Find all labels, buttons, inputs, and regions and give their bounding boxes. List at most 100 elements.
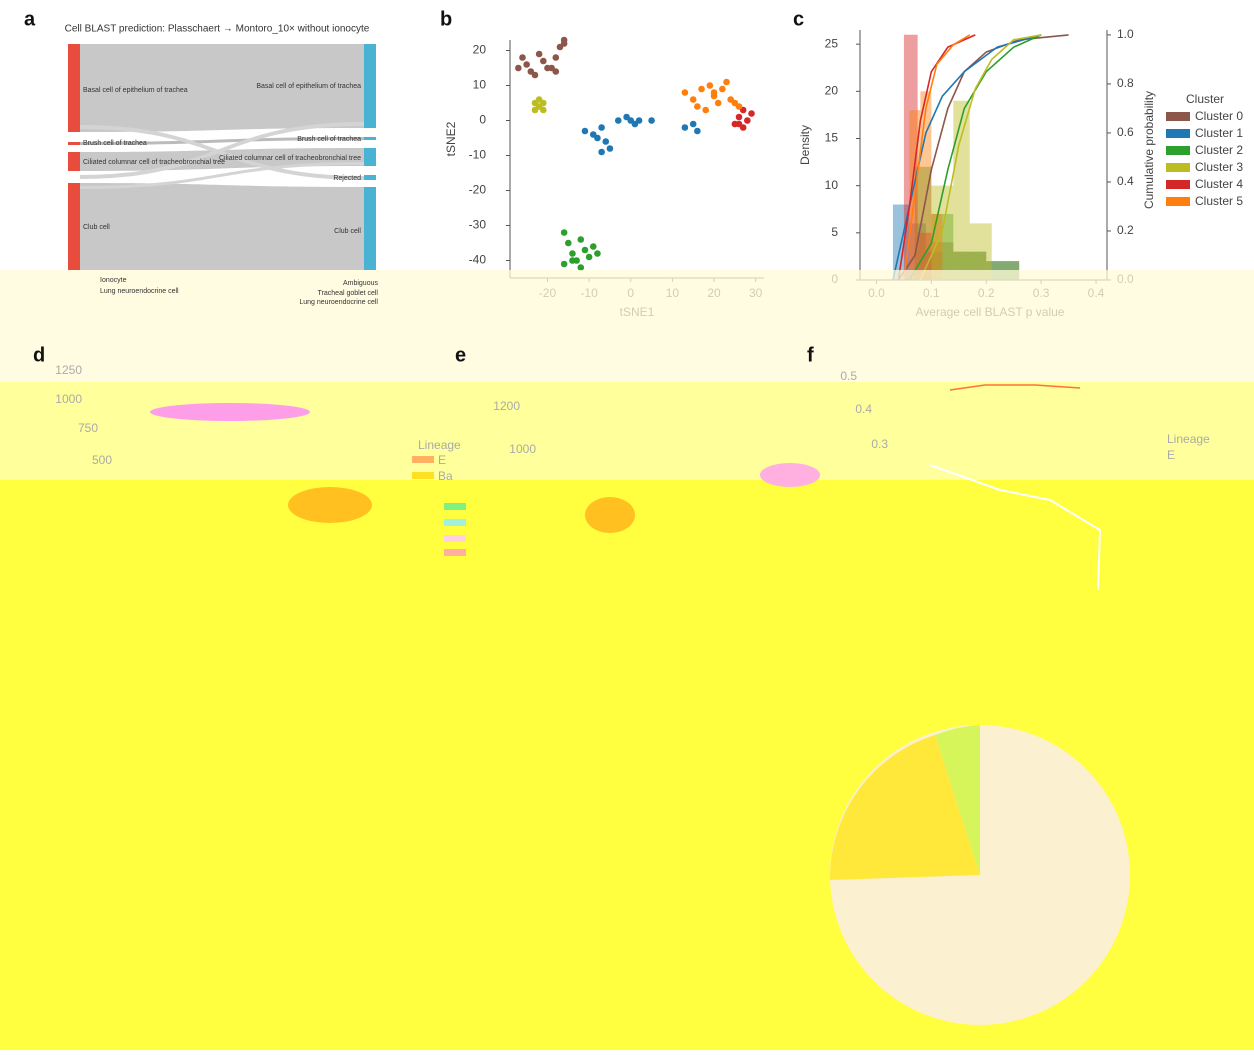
y-tick-label: 10 bbox=[825, 178, 839, 192]
panel-label: f bbox=[807, 344, 814, 366]
node bbox=[68, 142, 80, 145]
hist-bar bbox=[931, 213, 954, 280]
point bbox=[552, 68, 560, 75]
node bbox=[68, 44, 80, 132]
y-axis-label: tSNE2 bbox=[444, 121, 458, 156]
node bbox=[364, 44, 376, 128]
y-tick-label: 20 bbox=[473, 43, 487, 57]
flow bbox=[80, 183, 364, 270]
panel-label: b bbox=[440, 8, 452, 30]
y-tick-label: 750 bbox=[78, 421, 98, 435]
legend-entry: Ba bbox=[438, 469, 453, 483]
legend-swatch bbox=[1166, 197, 1190, 206]
point bbox=[552, 54, 560, 61]
sankey-title: Cell BLAST prediction: Plasschaert → Mon… bbox=[65, 24, 370, 35]
point bbox=[719, 85, 726, 93]
node-label: Ciliated columnar cell of tracheobronchi… bbox=[83, 159, 225, 166]
y-tick-label: 0 bbox=[479, 113, 486, 127]
point bbox=[560, 260, 568, 268]
y-tick-label: 0.3 bbox=[871, 437, 888, 451]
point bbox=[519, 54, 526, 61]
point bbox=[594, 250, 601, 257]
point bbox=[577, 264, 585, 271]
point bbox=[710, 89, 718, 96]
trace bbox=[929, 464, 1102, 591]
point bbox=[560, 40, 568, 47]
legend-swatch bbox=[444, 535, 466, 542]
node-label: Club cell bbox=[83, 224, 110, 231]
blob bbox=[288, 487, 372, 523]
node bbox=[364, 175, 376, 180]
legend-swatch bbox=[412, 472, 434, 479]
point bbox=[598, 148, 605, 156]
legend-entry: Lung neuroendocrine cell bbox=[299, 299, 378, 306]
point bbox=[594, 134, 601, 142]
panel-label: a bbox=[24, 8, 36, 30]
y-tick-label: 1200 bbox=[493, 399, 520, 413]
point bbox=[569, 257, 576, 264]
legend-entry: Ionocyte bbox=[100, 277, 127, 284]
cdf-line bbox=[919, 34, 1042, 281]
pie-shape bbox=[935, 725, 980, 875]
point bbox=[589, 243, 597, 250]
point bbox=[694, 127, 701, 135]
hist-bar bbox=[931, 213, 943, 280]
point bbox=[581, 127, 589, 135]
point bbox=[714, 99, 722, 107]
legend-entry: Cluster 2 bbox=[1195, 143, 1243, 157]
blob bbox=[150, 403, 310, 421]
legend-entry: E bbox=[1167, 448, 1175, 462]
y-tick-label: 500 bbox=[92, 453, 112, 467]
node-label: Basal cell of epithelium of trachea bbox=[256, 83, 361, 90]
y2-tick-label: 1.0 bbox=[1117, 27, 1134, 41]
point bbox=[681, 89, 689, 96]
sankey: Cell BLAST prediction: Plasschaert → Mon… bbox=[65, 24, 376, 270]
node bbox=[68, 152, 80, 171]
blob bbox=[760, 463, 820, 487]
cdf-line bbox=[908, 34, 1042, 281]
legend-swatch bbox=[444, 503, 466, 510]
point bbox=[577, 236, 585, 243]
y-axis-label: Density bbox=[798, 125, 812, 165]
legend-swatch bbox=[1166, 129, 1190, 138]
y-tick-label: -10 bbox=[469, 148, 487, 162]
node-label: Ciliated columnar cell of tracheobronchi… bbox=[219, 155, 361, 162]
y-tick-label: -30 bbox=[469, 218, 487, 232]
panel-label: e bbox=[455, 344, 466, 366]
legend-entry: Cluster 1 bbox=[1195, 126, 1243, 140]
hist-bar bbox=[953, 100, 970, 280]
blob bbox=[585, 497, 635, 533]
point bbox=[748, 110, 755, 117]
point bbox=[569, 250, 576, 257]
legend-entry: Cluster 5 bbox=[1195, 194, 1243, 208]
legend-title: Lineage bbox=[418, 438, 461, 452]
y-tick-label: 10 bbox=[473, 78, 487, 92]
point bbox=[698, 85, 705, 93]
point bbox=[585, 253, 593, 261]
y-tick-label: 20 bbox=[825, 83, 839, 97]
point bbox=[531, 71, 539, 79]
point bbox=[723, 78, 730, 86]
point bbox=[540, 106, 547, 114]
point bbox=[515, 64, 522, 72]
legend-swatch bbox=[1166, 180, 1190, 189]
legend-entry: E bbox=[438, 453, 446, 467]
node bbox=[364, 148, 376, 166]
legend-swatch bbox=[1166, 163, 1190, 172]
point bbox=[581, 246, 589, 254]
node-label: Rejected bbox=[333, 175, 361, 182]
overlay bbox=[0, 270, 1254, 382]
point bbox=[689, 96, 697, 103]
point bbox=[648, 117, 655, 124]
point bbox=[602, 138, 610, 145]
node-label: Basal cell of epithelium of trachea bbox=[83, 87, 188, 94]
y2-axis-label: Cumulative probability bbox=[1142, 91, 1156, 209]
y-tick-label: 0.4 bbox=[855, 402, 872, 416]
point bbox=[535, 50, 543, 58]
y-tick-label: -40 bbox=[469, 253, 487, 267]
legend-entry: Tracheal goblet cell bbox=[318, 290, 379, 297]
trace bbox=[949, 384, 1081, 391]
legend-entry: Cluster 4 bbox=[1195, 177, 1243, 191]
point bbox=[531, 106, 539, 114]
